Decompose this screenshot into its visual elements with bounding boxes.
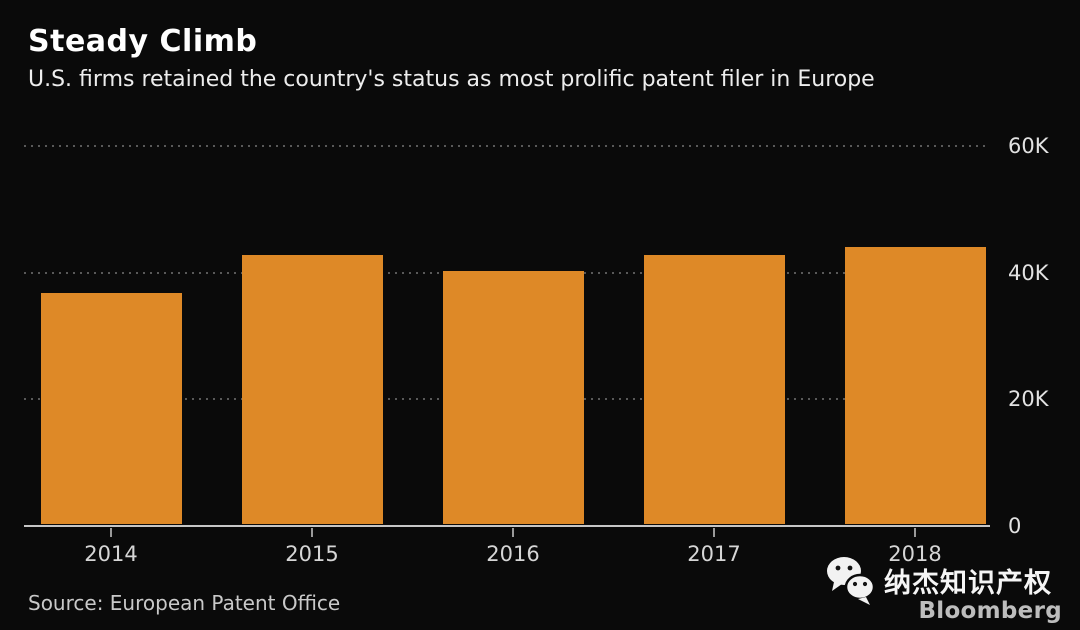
x-tick-label-2014: 2014 xyxy=(84,542,138,566)
x-tick-2014 xyxy=(110,528,112,537)
y-tick-label-40K: 40K xyxy=(1008,260,1049,285)
watermark: 纳杰知识产权 xyxy=(824,552,1064,608)
x-axis-line xyxy=(24,525,990,527)
chart-subtitle: U.S. firms retained the country's status… xyxy=(28,67,875,92)
bloomberg-logo: Bloomberg xyxy=(918,598,1062,624)
x-tick-2015 xyxy=(311,528,313,537)
x-tick-2018 xyxy=(914,528,916,537)
bar-2018 xyxy=(845,247,986,524)
x-tick-2017 xyxy=(713,528,715,537)
chart-title: Steady Climb xyxy=(28,24,258,59)
watermark-text: 纳杰知识产权 xyxy=(884,567,1052,599)
bar-2017 xyxy=(644,255,785,524)
gridline-60K xyxy=(24,145,990,147)
plot-area xyxy=(24,145,990,537)
y-axis-labels: 0 20K 40K 60K xyxy=(1008,134,1078,538)
y-tick-label-20K: 20K xyxy=(1008,387,1049,412)
y-tick-label-0: 0 xyxy=(1008,514,1022,538)
bar-2015 xyxy=(242,255,383,524)
x-tick-label-2015: 2015 xyxy=(285,542,339,566)
x-axis-labels: 2014 2015 2016 2017 2018 xyxy=(24,542,1034,570)
wechat-icon xyxy=(827,557,876,605)
source-note: Source: European Patent Office xyxy=(28,591,341,615)
bar-2016 xyxy=(443,271,584,524)
bar-2014 xyxy=(41,293,182,524)
x-tick-label-2016: 2016 xyxy=(486,542,540,566)
x-tick-label-2018: 2018 xyxy=(888,542,942,566)
x-tick-2016 xyxy=(512,528,514,537)
x-tick-label-2017: 2017 xyxy=(687,542,741,566)
y-tick-label-60K: 60K xyxy=(1008,134,1049,158)
